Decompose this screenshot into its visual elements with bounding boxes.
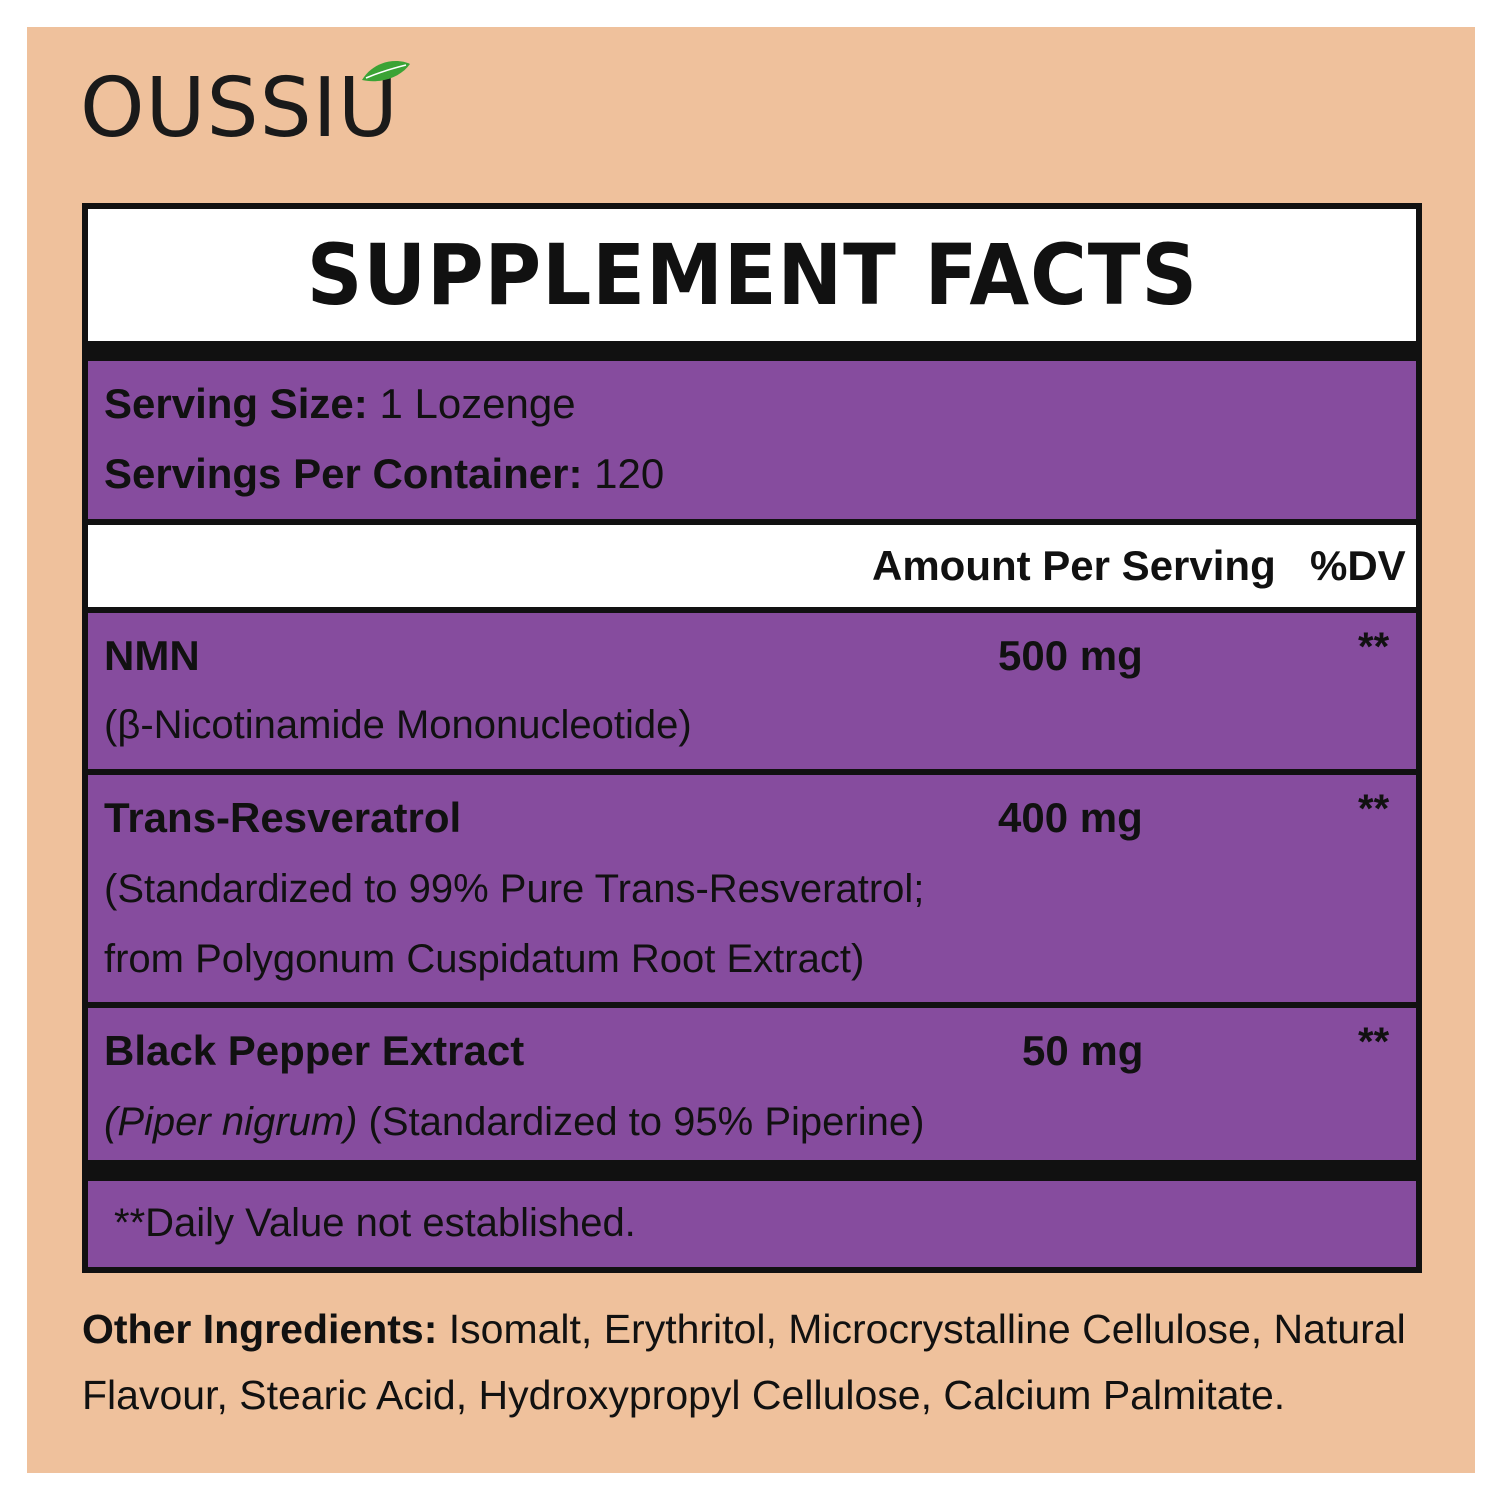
ingredient-description: (Piper nigrum) (Standardized to 95% Pipe…: [104, 1102, 924, 1142]
ingredient-row: Trans-Resveratrol (Standardized to 99% P…: [88, 775, 1416, 1002]
serving-size-value: 1 Lozenge: [379, 380, 576, 427]
ingredient-row: NMN (β-Nicotinamide Mononucleotide) 500 …: [88, 613, 1416, 769]
ingredient-name: Black Pepper Extract: [104, 1027, 525, 1074]
supplement-facts-panel: SUPPLEMENT FACTS Serving Size: 1 Lozenge…: [82, 203, 1422, 1273]
footnote-box: **Daily Value not established.: [88, 1181, 1416, 1267]
other-ingredients-text: Isomalt, Erythritol, Microcrystalline Ce…: [82, 1306, 1406, 1418]
leaf-icon: [362, 61, 410, 82]
ingredient-description: (Standardized to 99% Pure Trans-Resverat…: [104, 867, 925, 911]
ingredient-description-line2: from Polygonum Cuspidatum Root Extract): [104, 937, 865, 981]
ingredient-amount: 400 mg: [998, 794, 1143, 841]
servings-per-container-row: Servings Per Container: 120: [104, 453, 664, 495]
ingredient-latin-name: (Piper nigrum): [104, 1100, 358, 1144]
servings-per-container-label: Servings Per Container:: [104, 450, 583, 497]
servings-per-container-value: 120: [594, 450, 665, 497]
footnote: **Daily Value not established.: [114, 1201, 636, 1245]
ingredient-amount: 500 mg: [998, 632, 1143, 679]
ingredient-dv: **: [1358, 625, 1390, 669]
column-header: Amount Per Serving %DV: [88, 525, 1416, 607]
serving-info: Serving Size: 1 Lozenge Servings Per Con…: [88, 361, 1416, 519]
ingredient-name: NMN: [104, 632, 200, 679]
ingredient-dv: **: [1358, 787, 1390, 831]
dv-header: %DV: [1310, 542, 1406, 589]
ingredient-dv: **: [1358, 1020, 1390, 1064]
other-ingredients-label: Other Ingredients:: [82, 1306, 438, 1352]
ingredient-amount: 50 mg: [1022, 1027, 1144, 1074]
serving-size-label: Serving Size:: [104, 380, 368, 427]
ingredient-description: (β-Nicotinamide Mononucleotide): [104, 703, 692, 747]
other-ingredients: Other Ingredients: Isomalt, Erythritol, …: [82, 1296, 1427, 1428]
title-box: SUPPLEMENT FACTS: [88, 209, 1416, 341]
brand-logo: OUSSIU: [80, 61, 399, 156]
ingredient-name: Trans-Resveratrol: [104, 794, 462, 841]
amount-per-serving-header: Amount Per Serving: [872, 542, 1276, 589]
page-title: SUPPLEMENT FACTS: [306, 226, 1198, 324]
serving-size-row: Serving Size: 1 Lozenge: [104, 383, 576, 425]
ingredient-row: Black Pepper Extract (Piper nigrum) (Sta…: [88, 1008, 1416, 1160]
ingredient-description-text: (Standardized to 95% Piperine): [357, 1100, 925, 1144]
